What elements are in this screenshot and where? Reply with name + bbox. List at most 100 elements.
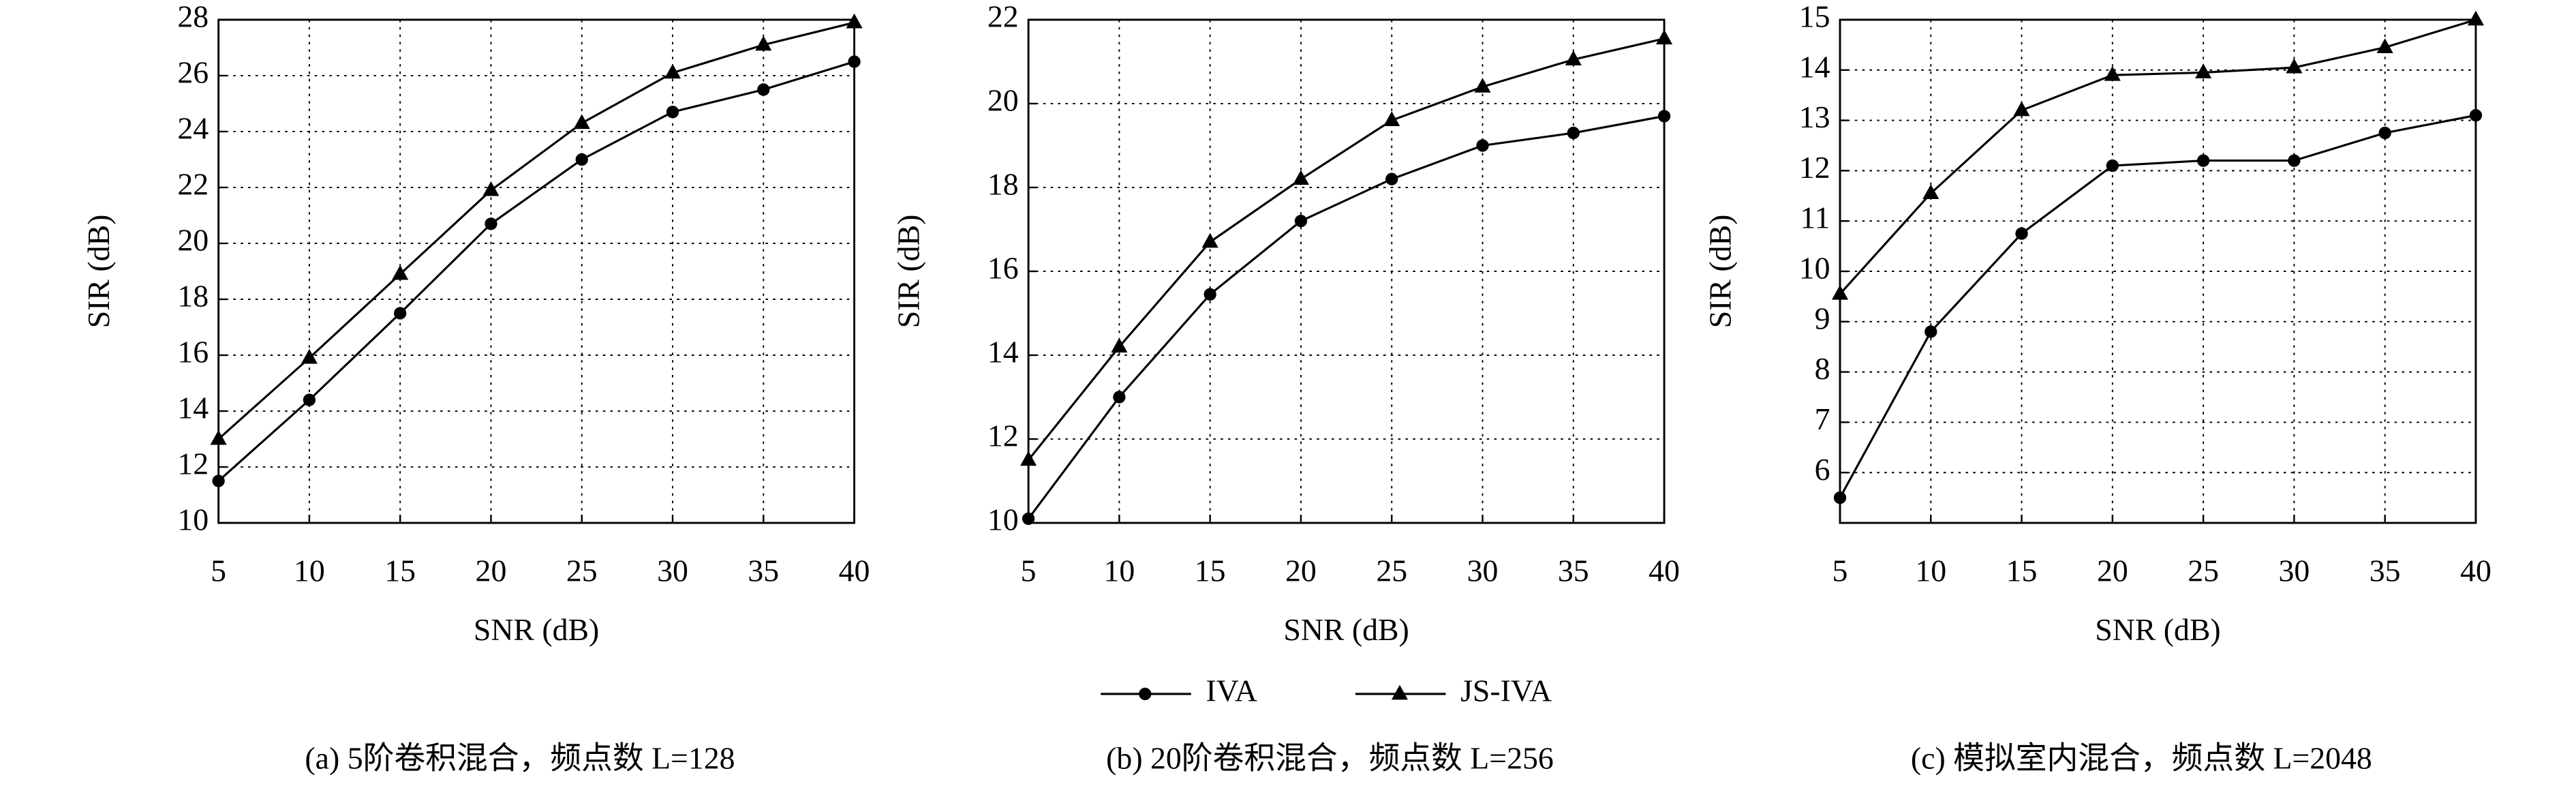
marker [1203, 288, 1216, 301]
marker [848, 55, 861, 68]
marker [1294, 215, 1308, 228]
marker [666, 106, 679, 119]
marker [1020, 451, 1037, 466]
x-tick-label: 20 [1285, 553, 1317, 588]
marker [575, 153, 588, 166]
marker [1565, 50, 1582, 65]
x-tick-label: 40 [2460, 553, 2491, 588]
x-tick-label: 25 [1376, 553, 1407, 588]
y-tick-label: 16 [987, 251, 1019, 286]
x-tick-label: 5 [1021, 553, 1037, 588]
y-tick-label: 26 [177, 55, 209, 89]
marker [757, 83, 770, 96]
y-axis-label: SIR (dB) [891, 215, 925, 329]
marker [485, 217, 497, 230]
series-line [1027, 37, 1665, 461]
marker [2378, 126, 2391, 140]
x-tick-label: 35 [748, 553, 779, 588]
x-tick-label: 35 [2370, 553, 2401, 588]
marker [2469, 109, 2483, 122]
marker [2288, 154, 2301, 167]
x-tick-label: 25 [2188, 553, 2219, 588]
plot-frame [1027, 18, 1666, 524]
series-line [1839, 114, 2477, 498]
y-tick-label: 18 [177, 279, 209, 314]
series-line [217, 21, 855, 440]
series-line [1027, 115, 1665, 519]
caption: (b) 20阶卷积混合，频点数 L=256 [1106, 740, 1554, 775]
marker [1391, 684, 1408, 700]
marker [1022, 512, 1035, 526]
caption: (a) 5阶卷积混合，频点数 L=128 [305, 740, 735, 775]
y-tick-label: 28 [177, 0, 209, 33]
marker [1833, 491, 1847, 504]
series-line [1839, 18, 2477, 295]
y-tick-label: 16 [177, 335, 209, 369]
marker [1385, 172, 1398, 185]
marker [1383, 111, 1400, 127]
marker [1925, 325, 1937, 338]
marker [301, 348, 318, 364]
y-tick-label: 20 [177, 223, 209, 258]
marker [664, 63, 681, 79]
marker [2286, 58, 2303, 74]
y-tick-label: 6 [1815, 452, 1830, 487]
y-tick-label: 12 [177, 447, 209, 481]
legend-label: JS-IVA [1460, 673, 1552, 708]
y-tick-label: 24 [177, 110, 209, 145]
x-tick-label: 15 [384, 553, 416, 588]
series-line [217, 60, 855, 482]
marker [210, 429, 227, 445]
y-tick-label: 11 [1800, 200, 1830, 235]
marker [1111, 337, 1128, 353]
y-axis-label: SIR (dB) [81, 215, 116, 329]
marker [1567, 126, 1580, 140]
marker [1922, 184, 1939, 200]
x-tick-label: 5 [1833, 553, 1848, 588]
marker [2467, 10, 2484, 26]
marker [2106, 159, 2119, 172]
y-axis-label: SIR (dB) [1702, 215, 1737, 329]
y-tick-label: 14 [987, 335, 1019, 369]
y-tick-label: 12 [1799, 150, 1830, 185]
marker [1201, 232, 1218, 248]
y-tick-label: 20 [987, 82, 1019, 117]
marker [212, 474, 225, 487]
x-axis-label: SNR (dB) [2095, 612, 2220, 647]
x-tick-label: 5 [211, 553, 226, 588]
y-tick-label: 18 [987, 166, 1019, 201]
x-tick-label: 40 [1649, 553, 1680, 588]
y-tick-label: 15 [1799, 0, 1830, 33]
x-tick-label: 20 [476, 553, 507, 588]
y-tick-label: 9 [1815, 301, 1830, 335]
x-axis-label: SNR (dB) [1283, 612, 1409, 647]
x-tick-label: 10 [294, 553, 325, 588]
marker [846, 13, 863, 29]
marker [2015, 227, 2028, 240]
marker [303, 393, 316, 406]
marker [394, 307, 407, 320]
plot-frame [1839, 18, 2477, 524]
y-tick-label: 8 [1815, 351, 1830, 386]
marker [1656, 29, 1673, 45]
x-tick-label: 15 [2006, 553, 2038, 588]
legend-label: IVA [1206, 673, 1257, 708]
x-tick-label: 10 [1915, 553, 1946, 588]
marker [482, 181, 500, 196]
marker [392, 264, 409, 280]
x-tick-label: 40 [839, 553, 870, 588]
x-tick-label: 30 [657, 553, 688, 588]
y-tick-label: 13 [1799, 100, 1830, 134]
x-axis-label: SNR (dB) [474, 612, 599, 647]
x-tick-label: 30 [2278, 553, 2310, 588]
y-tick-label: 12 [987, 419, 1019, 453]
y-tick-label: 14 [177, 391, 209, 425]
marker [1113, 391, 1126, 404]
y-tick-label: 10 [177, 502, 209, 537]
x-tick-label: 10 [1103, 553, 1135, 588]
x-tick-label: 25 [566, 553, 598, 588]
x-tick-label: 35 [1558, 553, 1589, 588]
y-tick-label: 7 [1815, 402, 1830, 436]
marker [1139, 687, 1152, 701]
